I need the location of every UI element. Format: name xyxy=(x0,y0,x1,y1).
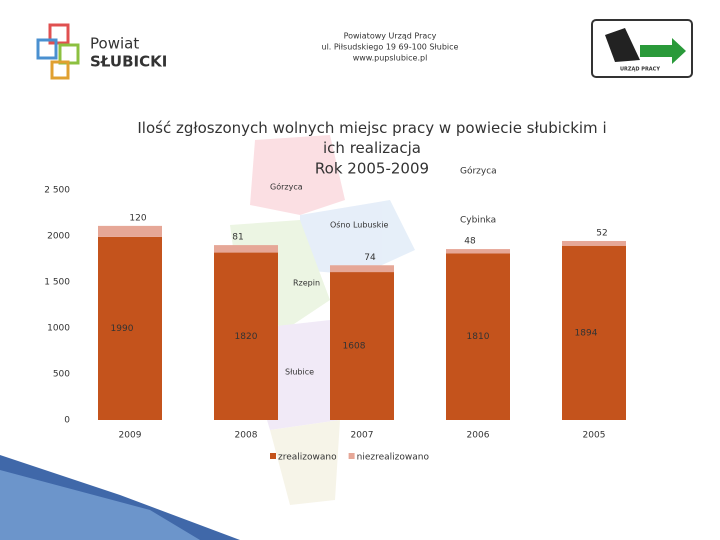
data-label: 1894 xyxy=(575,328,598,338)
decoration xyxy=(0,470,200,540)
y-tick-label: 0 xyxy=(64,416,70,426)
bar-segment xyxy=(562,245,626,420)
legend-swatch xyxy=(270,453,276,459)
y-tick-label: 1 500 xyxy=(44,278,70,288)
map-label: Ośno Lubuskie xyxy=(330,220,389,230)
bar-segment xyxy=(98,236,162,420)
map-label: Rzepin xyxy=(293,279,320,288)
legend-swatch xyxy=(348,453,355,459)
map-label: Górzyca xyxy=(460,166,497,177)
data-label: 48 xyxy=(464,237,476,247)
chart-subtitle: Rok 2005-2009 xyxy=(315,160,429,178)
bar-segment xyxy=(214,245,278,253)
header-line: Powiatowy Urząd Pracy xyxy=(344,32,437,41)
bar-segment xyxy=(98,225,162,237)
x-tick-label: 2009 xyxy=(119,431,142,441)
logo-left xyxy=(36,23,80,80)
x-tick-label: 2008 xyxy=(235,431,258,441)
data-label: 1608 xyxy=(343,342,366,352)
bar-segment xyxy=(446,253,510,420)
bar-segment xyxy=(562,240,626,246)
logo-text: Powiat xyxy=(90,35,139,53)
bar-segment xyxy=(214,252,278,420)
data-label: 1990 xyxy=(111,324,134,334)
logo-text: SŁUBICKI xyxy=(90,53,167,71)
data-label: 52 xyxy=(596,228,607,238)
x-tick-label: 2005 xyxy=(583,431,606,441)
logo-right xyxy=(591,19,693,78)
legend-label: zrealizowano xyxy=(278,453,337,463)
chart-title: Ilość zgłoszonych wolnych miejsc pracy w… xyxy=(137,119,606,157)
legend-label: niezrealizowano xyxy=(357,453,430,463)
y-tick-label: 1000 xyxy=(47,324,70,334)
y-tick-label: 2000 xyxy=(47,232,70,242)
data-label: 74 xyxy=(364,253,376,263)
header-line: www.pupslubice.pl xyxy=(353,54,428,63)
data-label: 1820 xyxy=(235,332,258,342)
data-label: 81 xyxy=(232,233,243,243)
y-tick-label: 2 500 xyxy=(44,186,70,196)
bar-segment xyxy=(330,265,394,273)
y-tick-label: 500 xyxy=(53,370,70,380)
map-label: Słubice xyxy=(285,368,314,377)
x-tick-label: 2006 xyxy=(467,431,490,441)
map-label: Cybinka xyxy=(460,216,496,226)
x-tick-label: 2007 xyxy=(351,431,374,441)
header-line: ul. Piłsudskiego 19 69-100 Słubice xyxy=(322,43,459,52)
map-label: Górzyca xyxy=(270,182,303,192)
data-label: 1810 xyxy=(467,332,490,342)
data-label: 120 xyxy=(129,213,146,223)
bar-segment xyxy=(330,272,394,420)
logo-text: URZĄD PRACY xyxy=(620,67,660,73)
bar-segment xyxy=(446,249,510,254)
